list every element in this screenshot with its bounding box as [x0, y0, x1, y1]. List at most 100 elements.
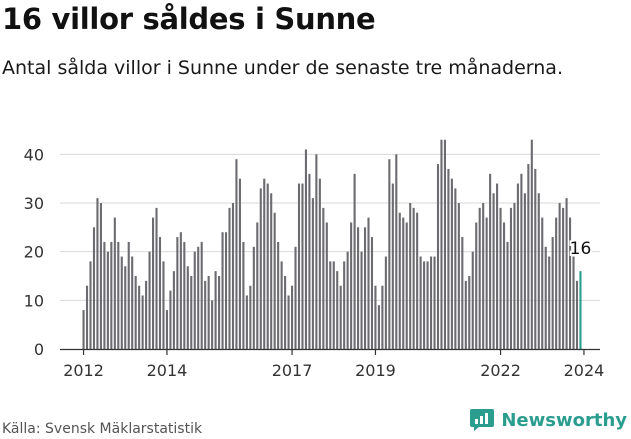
bar — [85, 285, 89, 349]
bar — [256, 222, 259, 349]
bar — [297, 183, 301, 349]
bar — [426, 261, 429, 349]
bar — [416, 212, 419, 349]
bar — [402, 217, 405, 349]
source-note: Källa: Svensk Mäklarstatistik — [2, 421, 203, 437]
highlight-value-label: 16 — [570, 239, 592, 259]
bar — [183, 241, 186, 349]
bar — [443, 139, 446, 349]
bar — [332, 261, 335, 349]
bar — [110, 241, 113, 349]
bar — [430, 256, 433, 349]
bar — [200, 241, 203, 349]
bar — [419, 256, 422, 349]
bar — [270, 193, 273, 349]
bar — [391, 183, 394, 349]
bar — [165, 310, 168, 349]
bars — [82, 139, 582, 349]
bar — [162, 261, 165, 349]
bar — [238, 178, 241, 349]
bar — [353, 173, 356, 349]
bar — [169, 290, 172, 349]
bar — [562, 207, 565, 349]
bar — [454, 188, 457, 349]
bar — [336, 271, 339, 349]
bar — [534, 168, 537, 349]
bar — [186, 266, 189, 349]
y-tick-label: 10 — [24, 291, 44, 310]
bar — [388, 159, 391, 349]
bar — [551, 237, 554, 349]
bar — [398, 212, 401, 349]
bar — [89, 261, 92, 349]
bar — [117, 241, 120, 349]
bar — [193, 251, 196, 349]
brand-logo[interactable]: Newsworthy — [469, 408, 627, 432]
page-title: 16 villor såldes i Sunne — [2, 2, 376, 36]
bar — [464, 280, 467, 349]
bar — [124, 266, 127, 349]
bar — [259, 188, 262, 349]
x-tick-label: 2024 — [564, 361, 605, 380]
bar — [509, 207, 513, 349]
bar — [176, 237, 179, 349]
x-tick-label: 2019 — [355, 361, 396, 380]
y-axis: 0 10 20 30 40 — [24, 145, 44, 359]
bar — [447, 168, 450, 349]
bar — [516, 183, 519, 349]
bar — [235, 159, 238, 349]
x-tick-label: 2012 — [63, 361, 104, 380]
bar — [322, 207, 325, 349]
bar — [478, 207, 481, 349]
bar — [308, 173, 311, 349]
y-tick-label: 40 — [24, 145, 44, 164]
bar — [412, 207, 415, 349]
bar — [179, 232, 182, 349]
bar — [363, 227, 367, 349]
bar — [148, 251, 151, 349]
bar — [489, 173, 492, 349]
bar — [569, 217, 572, 349]
x-tick-label: 2014 — [147, 361, 188, 380]
bar — [214, 271, 217, 349]
bar — [311, 198, 314, 349]
bar — [370, 237, 374, 349]
bar — [381, 285, 384, 349]
bar — [499, 207, 502, 349]
bar — [468, 276, 471, 349]
bar — [384, 256, 387, 349]
bar — [304, 149, 307, 349]
y-tick-label: 20 — [24, 243, 44, 262]
bar — [82, 310, 85, 349]
bar — [329, 261, 332, 349]
bar — [172, 271, 175, 349]
bar — [145, 280, 148, 349]
brand-name: Newsworthy — [501, 409, 627, 431]
bar — [541, 217, 544, 349]
bar — [377, 305, 380, 349]
bar — [127, 241, 130, 349]
bar — [395, 154, 398, 349]
y-tick-label: 0 — [34, 340, 44, 359]
bar — [544, 246, 547, 349]
bar — [339, 285, 342, 349]
bar — [318, 178, 321, 349]
x-tick-label: 2022 — [480, 361, 521, 380]
bar — [106, 251, 109, 349]
bar — [405, 222, 408, 349]
bar — [92, 227, 96, 349]
bar — [190, 276, 193, 349]
bar — [409, 203, 412, 349]
bar — [277, 241, 280, 349]
bar — [343, 261, 346, 349]
bar — [520, 173, 523, 349]
bar — [273, 212, 276, 349]
bar — [204, 280, 207, 349]
bar — [249, 285, 252, 349]
y-tick-label: 30 — [24, 194, 44, 213]
bar — [475, 222, 478, 349]
bar — [224, 232, 228, 349]
bar — [155, 207, 158, 349]
bar — [492, 193, 495, 349]
bar — [506, 241, 509, 349]
